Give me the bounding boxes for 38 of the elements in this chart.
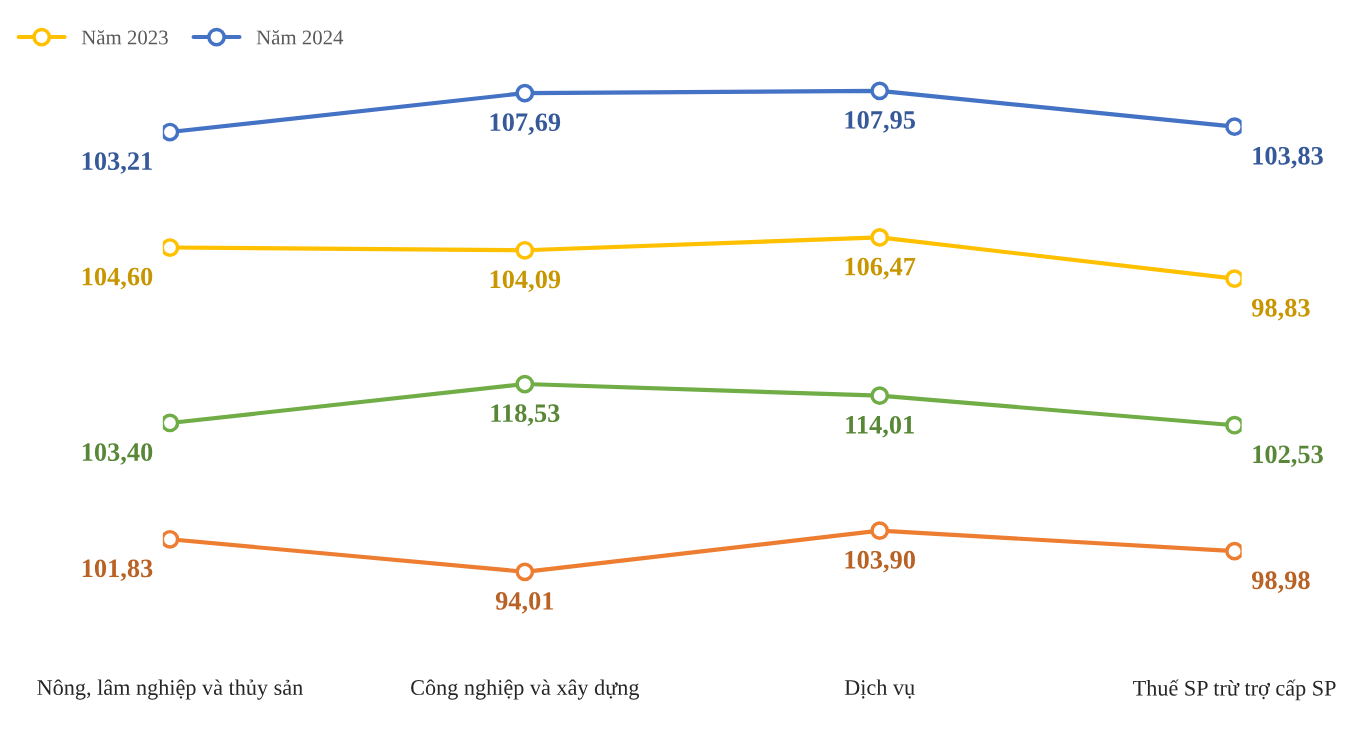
point <box>1225 415 1242 435</box>
point <box>1225 117 1242 137</box>
data-label: 103,21 <box>82 152 152 174</box>
data-label: 106,47 <box>845 257 916 280</box>
data-label: 118,53 <box>491 404 560 426</box>
data-label: 98,98 <box>1251 571 1310 593</box>
x-tick-label: Công nghiệp và xây dựng <box>411 679 640 700</box>
point <box>162 122 180 142</box>
data-label: 101,83 <box>82 559 153 582</box>
point <box>1225 541 1242 561</box>
data-label: 103,90 <box>845 550 915 573</box>
point <box>870 228 890 247</box>
x-tick-label: Dịch vụ <box>844 679 915 699</box>
point <box>515 83 535 103</box>
data-label: 98,83 <box>1251 298 1310 321</box>
point <box>515 562 535 582</box>
data-label: 107,69 <box>490 113 561 135</box>
data-label: 104,09 <box>490 270 561 293</box>
data-label: 103,83 <box>1253 146 1323 169</box>
data-label: 102,53 <box>1253 445 1323 468</box>
legend-label: Năm 2023 <box>81 30 168 45</box>
x-tick-label: Thuế SP trừ trợ cấp SP <box>1133 679 1336 701</box>
data-label: 103,40 <box>82 443 153 465</box>
point <box>870 386 890 406</box>
point <box>1225 269 1242 288</box>
data-label: 114,01 <box>846 415 914 438</box>
point <box>162 238 180 257</box>
point <box>162 413 180 433</box>
point <box>515 240 535 260</box>
data-label: 94,01 <box>495 592 554 614</box>
point <box>870 81 890 101</box>
legend-label: Năm 2024 <box>256 30 344 45</box>
data-label: 104,60 <box>82 267 153 290</box>
data-label: 107,95 <box>845 111 915 133</box>
x-tick-label: Nông, lâm nghiệp và thủy sản <box>37 679 303 700</box>
point <box>162 529 180 549</box>
point <box>515 374 535 394</box>
point <box>870 521 890 541</box>
